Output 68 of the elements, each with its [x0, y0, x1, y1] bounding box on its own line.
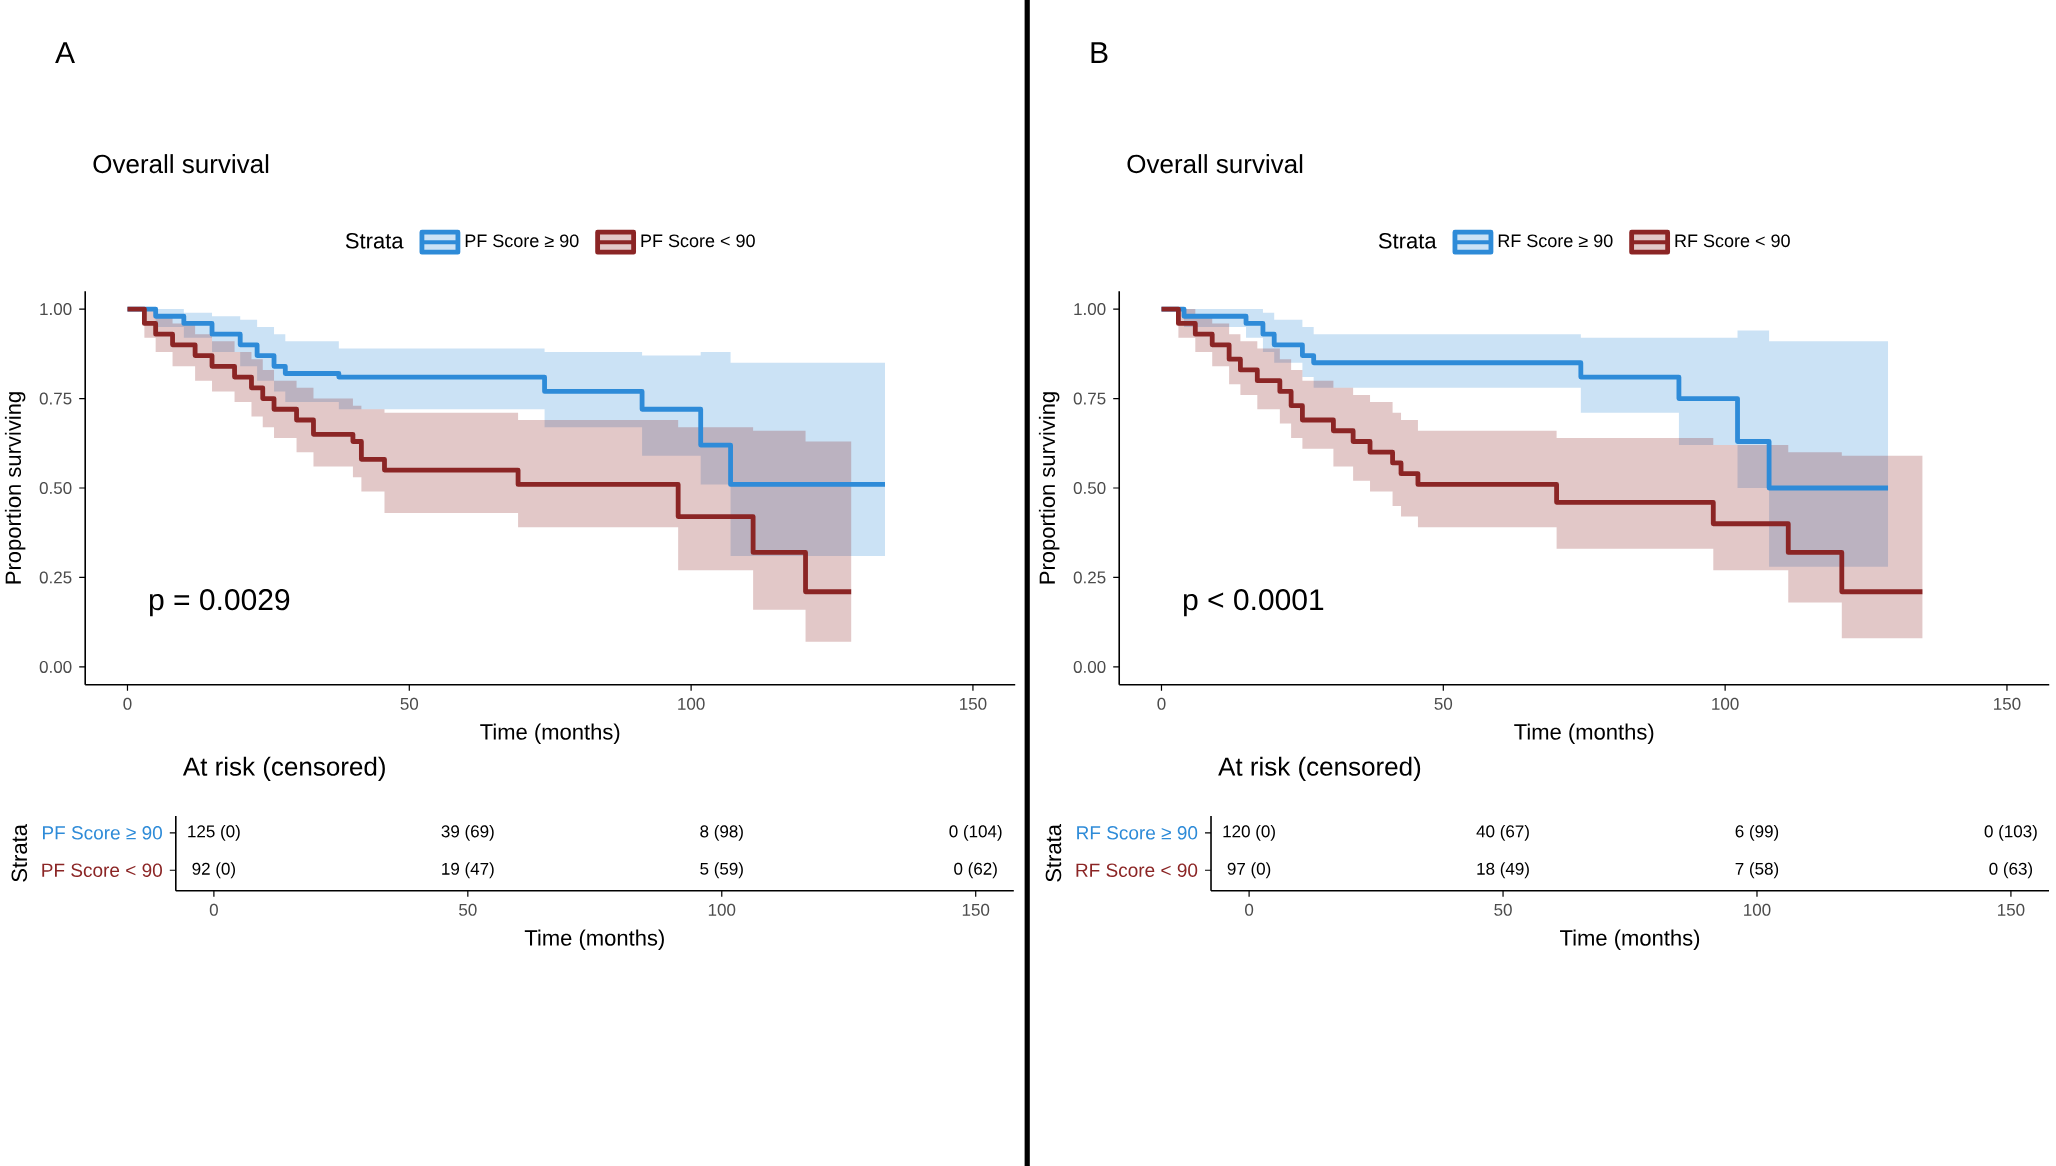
chart-title: At risk (censored): [182, 756, 385, 781]
y-tick-label: 0.00: [39, 660, 72, 673]
x-tick-label: 50: [1434, 697, 1453, 710]
y-axis-title: Strata: [1045, 824, 1062, 882]
text: 0 (63): [1989, 862, 2033, 879]
x-tick-label: 0: [209, 903, 218, 916]
x-axis-title: Time (months): [524, 929, 664, 951]
text: 125 (0): [188, 824, 240, 841]
legend-label: RF Score ≥ 90: [1498, 234, 1613, 248]
chart-title: Overall survival: [1127, 154, 1303, 174]
text: 0 (62): [954, 862, 997, 879]
x-axis-title: Time (months): [1560, 929, 1700, 951]
text: 6 (99): [1735, 824, 1779, 841]
annotation: p = 0.0029: [149, 589, 290, 617]
legend-label: PF Score ≥ 90: [465, 234, 579, 248]
y-tick-label: 0.75: [39, 392, 72, 405]
x-tick-label: 50: [459, 903, 477, 916]
x-tick-label: 100: [1712, 697, 1739, 710]
y-tick-label: PF Score ≥ 90: [43, 826, 162, 840]
x-tick-label: 150: [1994, 697, 2021, 710]
y-tick-label: RF Score < 90: [1076, 863, 1198, 877]
x-tick-label: 150: [1998, 903, 2025, 916]
y-tick-label: 1.00: [1074, 303, 1106, 316]
x-axis-title: Time (months): [1514, 723, 1654, 745]
y-tick-label: 0.00: [1073, 660, 1106, 673]
y-tick-label: 0.25: [1073, 571, 1106, 584]
legend-label: PF Score < 90: [641, 234, 755, 248]
text: 18 (49): [1477, 862, 1529, 879]
x-tick-label: 150: [962, 903, 990, 916]
text: 120 (0): [1223, 824, 1275, 841]
x-tick-label: 0: [1245, 903, 1254, 916]
y-tick-label: 0.25: [39, 571, 72, 584]
text: 7 (58): [1735, 862, 1779, 879]
x-tick-label: 0: [1157, 697, 1166, 710]
text: 8 (98): [700, 824, 743, 841]
chart-title: Overall survival: [93, 154, 269, 174]
y-tick-label: 1.00: [40, 303, 72, 316]
text: 19 (47): [442, 862, 494, 879]
y-tick-label: PF Score < 90: [42, 863, 162, 877]
x-tick-label: 100: [708, 903, 736, 916]
y-axis-title: Proportion surviving: [4, 392, 26, 584]
y-tick-label: RF Score ≥ 90: [1077, 826, 1198, 840]
y-axis-title: Strata: [11, 824, 28, 882]
chart-title: At risk (censored): [1218, 756, 1421, 781]
annotation: p < 0.0001: [1183, 589, 1324, 617]
text: 0 (103): [1984, 824, 2037, 841]
legend-title: Strata: [1378, 232, 1437, 249]
x-tick-label: 100: [1744, 903, 1771, 916]
y-tick-label: 0.50: [39, 481, 72, 494]
y-axis-title: Proportion surviving: [1038, 392, 1060, 584]
x-axis-title: Time (months): [480, 723, 620, 745]
x-tick-label: 50: [1494, 903, 1512, 916]
x-tick-label: 0: [123, 697, 132, 710]
legend-label: RF Score < 90: [1675, 234, 1790, 248]
legend-title: Strata: [345, 232, 404, 249]
text: B: [1091, 42, 1108, 63]
text: 5 (59): [700, 862, 743, 879]
text: 92 (0): [192, 862, 236, 879]
x-tick-label: 50: [400, 697, 419, 710]
text: 97 (0): [1227, 862, 1271, 879]
y-tick-label: 0.75: [1073, 392, 1106, 405]
text: 40 (67): [1476, 824, 1529, 841]
x-tick-label: 100: [678, 697, 705, 710]
text: 0 (104): [949, 824, 1002, 841]
x-tick-label: 150: [960, 697, 987, 710]
text: A: [55, 42, 75, 63]
text: 39 (69): [441, 824, 494, 841]
y-tick-label: 0.50: [1073, 481, 1106, 494]
